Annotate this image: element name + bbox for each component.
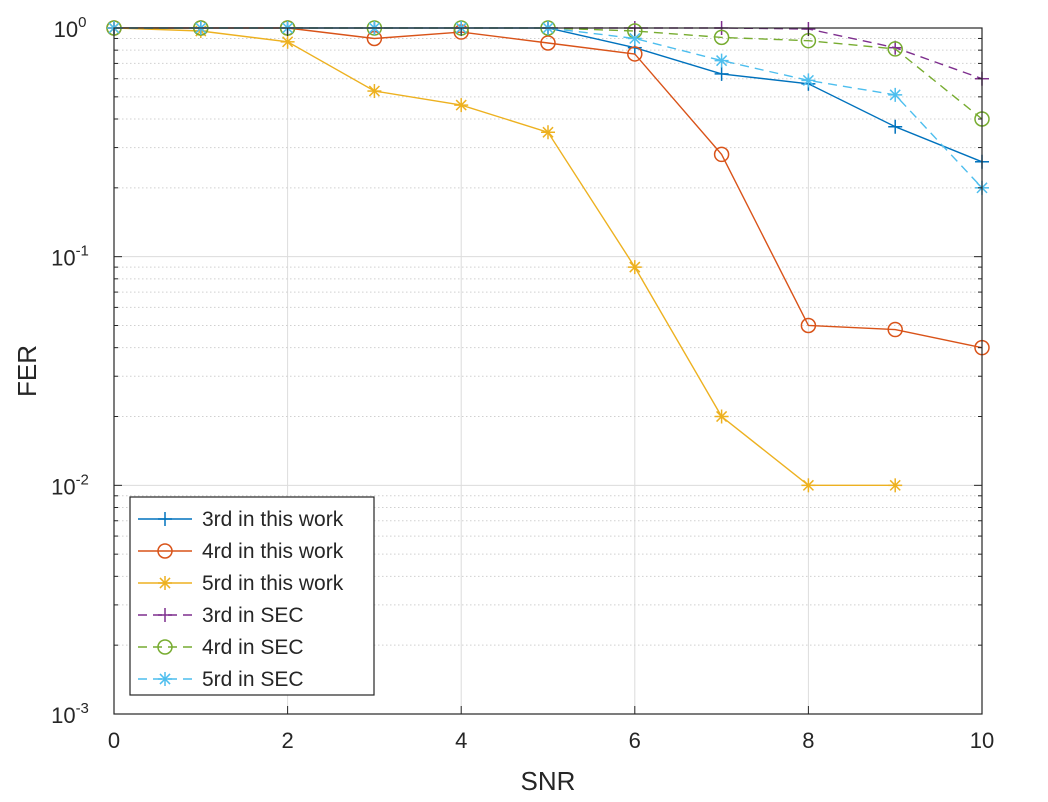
data-point xyxy=(888,478,903,493)
data-point xyxy=(158,576,172,590)
y-axis-label: FER xyxy=(12,345,42,397)
point-circle xyxy=(713,146,730,163)
data-point xyxy=(157,543,173,559)
x-axis-label: SNR xyxy=(521,766,576,796)
point-star-d2 xyxy=(629,261,641,273)
data-point xyxy=(627,31,642,46)
point-circle xyxy=(157,639,173,655)
point-star-d2 xyxy=(542,126,554,138)
x-tick-label: 10 xyxy=(970,728,994,753)
data-point xyxy=(158,512,172,526)
legend-box xyxy=(129,496,375,696)
legend-label: 4rd in this work xyxy=(202,540,344,563)
legend-label: 3rd in this work xyxy=(202,508,344,531)
point-star-d2 xyxy=(159,577,171,589)
legend-label: 5rd in SEC xyxy=(202,668,304,691)
point-star-d2 xyxy=(889,479,901,491)
data-point xyxy=(157,639,173,655)
data-point xyxy=(887,321,903,338)
point-star-d2 xyxy=(455,99,467,111)
point-circle xyxy=(627,46,643,62)
data-point xyxy=(454,98,469,113)
legend-label: 4rd in SEC xyxy=(202,636,304,659)
legend-item: 5rd in this work xyxy=(138,572,344,595)
point-circle xyxy=(540,35,556,51)
data-point xyxy=(714,409,729,424)
data-point xyxy=(800,317,817,334)
data-point xyxy=(801,73,816,88)
point-circle xyxy=(713,29,730,46)
y-tick-label: 10-3 xyxy=(51,700,89,728)
legend-item: 4rd in this work xyxy=(138,540,344,563)
point-star-d2 xyxy=(716,55,728,67)
plot-frame xyxy=(113,27,983,715)
data-point xyxy=(627,46,643,62)
legend-label: 5rd in this work xyxy=(202,572,344,595)
axes: 0 2 4 6 8 10 100 10-1 10-2 10-3 xyxy=(51,14,994,753)
point-star-d2 xyxy=(889,89,901,101)
point-star-d2 xyxy=(282,36,294,48)
y-tick-label: 10-1 xyxy=(51,243,89,271)
point-circle xyxy=(887,321,903,338)
data-point xyxy=(714,66,729,81)
point-star-d2 xyxy=(368,85,380,97)
x-tick-label: 2 xyxy=(281,728,293,753)
point-star-d2 xyxy=(629,32,641,45)
data-point xyxy=(158,608,172,622)
data-point xyxy=(158,672,172,686)
data-point xyxy=(540,35,556,51)
series-line xyxy=(113,27,896,486)
point-star-d2 xyxy=(802,479,814,491)
point-circle xyxy=(800,317,817,334)
data-point xyxy=(888,87,903,102)
x-tick-label: 4 xyxy=(455,728,467,753)
data-point xyxy=(887,41,903,57)
point-circle xyxy=(157,543,173,559)
data-point xyxy=(888,119,903,134)
point-circle xyxy=(887,41,903,57)
data-point xyxy=(627,260,642,275)
x-tick-label: 8 xyxy=(802,728,814,753)
point-star-d2 xyxy=(716,410,728,423)
series-line xyxy=(114,27,983,120)
data-point xyxy=(280,34,295,49)
data-point xyxy=(888,40,903,55)
point-star-d2 xyxy=(802,74,814,86)
data-point xyxy=(713,29,730,46)
legend-item: 4rd in SEC xyxy=(138,636,304,659)
data-point xyxy=(714,53,729,68)
x-tick-label: 0 xyxy=(108,728,120,753)
data-point xyxy=(801,478,816,493)
data-point xyxy=(713,146,730,163)
legend: 3rd in this work 4rd in this work 5rd in t… xyxy=(129,496,375,696)
point-star-d2 xyxy=(159,673,171,685)
data-point xyxy=(541,125,555,140)
y-tick-label: 100 xyxy=(54,14,87,42)
data-point xyxy=(367,84,382,99)
legend-item: 3rd in SEC xyxy=(138,604,304,627)
series-line xyxy=(114,27,983,80)
legend-label: 3rd in SEC xyxy=(202,604,304,627)
x-tick-label: 6 xyxy=(629,728,641,753)
legend-item: 5rd in SEC xyxy=(138,668,304,691)
y-tick-label: 10-2 xyxy=(51,471,89,499)
legend-item: 3rd in this work xyxy=(138,508,344,531)
